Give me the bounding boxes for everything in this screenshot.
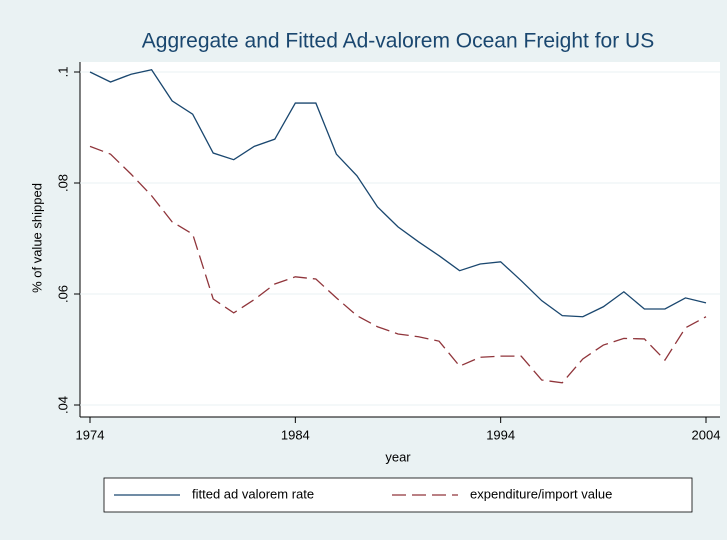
y-tick-label: .08: [55, 174, 70, 192]
y-axis-label: % of value shipped: [29, 183, 44, 293]
y-tick-label: .1: [55, 67, 70, 78]
x-axis-label: year: [385, 449, 411, 464]
x-tick-label: 1984: [281, 427, 310, 442]
y-tick-label: .04: [55, 396, 70, 414]
y-tick-label: .06: [55, 285, 70, 303]
x-tick-label: 1974: [76, 427, 105, 442]
plot-area: [80, 62, 720, 417]
series-line: [89, 145, 707, 384]
chart-title: Aggregate and Fitted Ad-valorem Ocean Fr…: [142, 30, 654, 53]
x-tick-label: 2004: [692, 427, 721, 442]
legend-label: fitted ad valorem rate: [192, 486, 314, 501]
legend-label: expenditure/import value: [470, 486, 612, 501]
series-line: [89, 69, 707, 318]
x-tick-label: 1994: [486, 427, 515, 442]
